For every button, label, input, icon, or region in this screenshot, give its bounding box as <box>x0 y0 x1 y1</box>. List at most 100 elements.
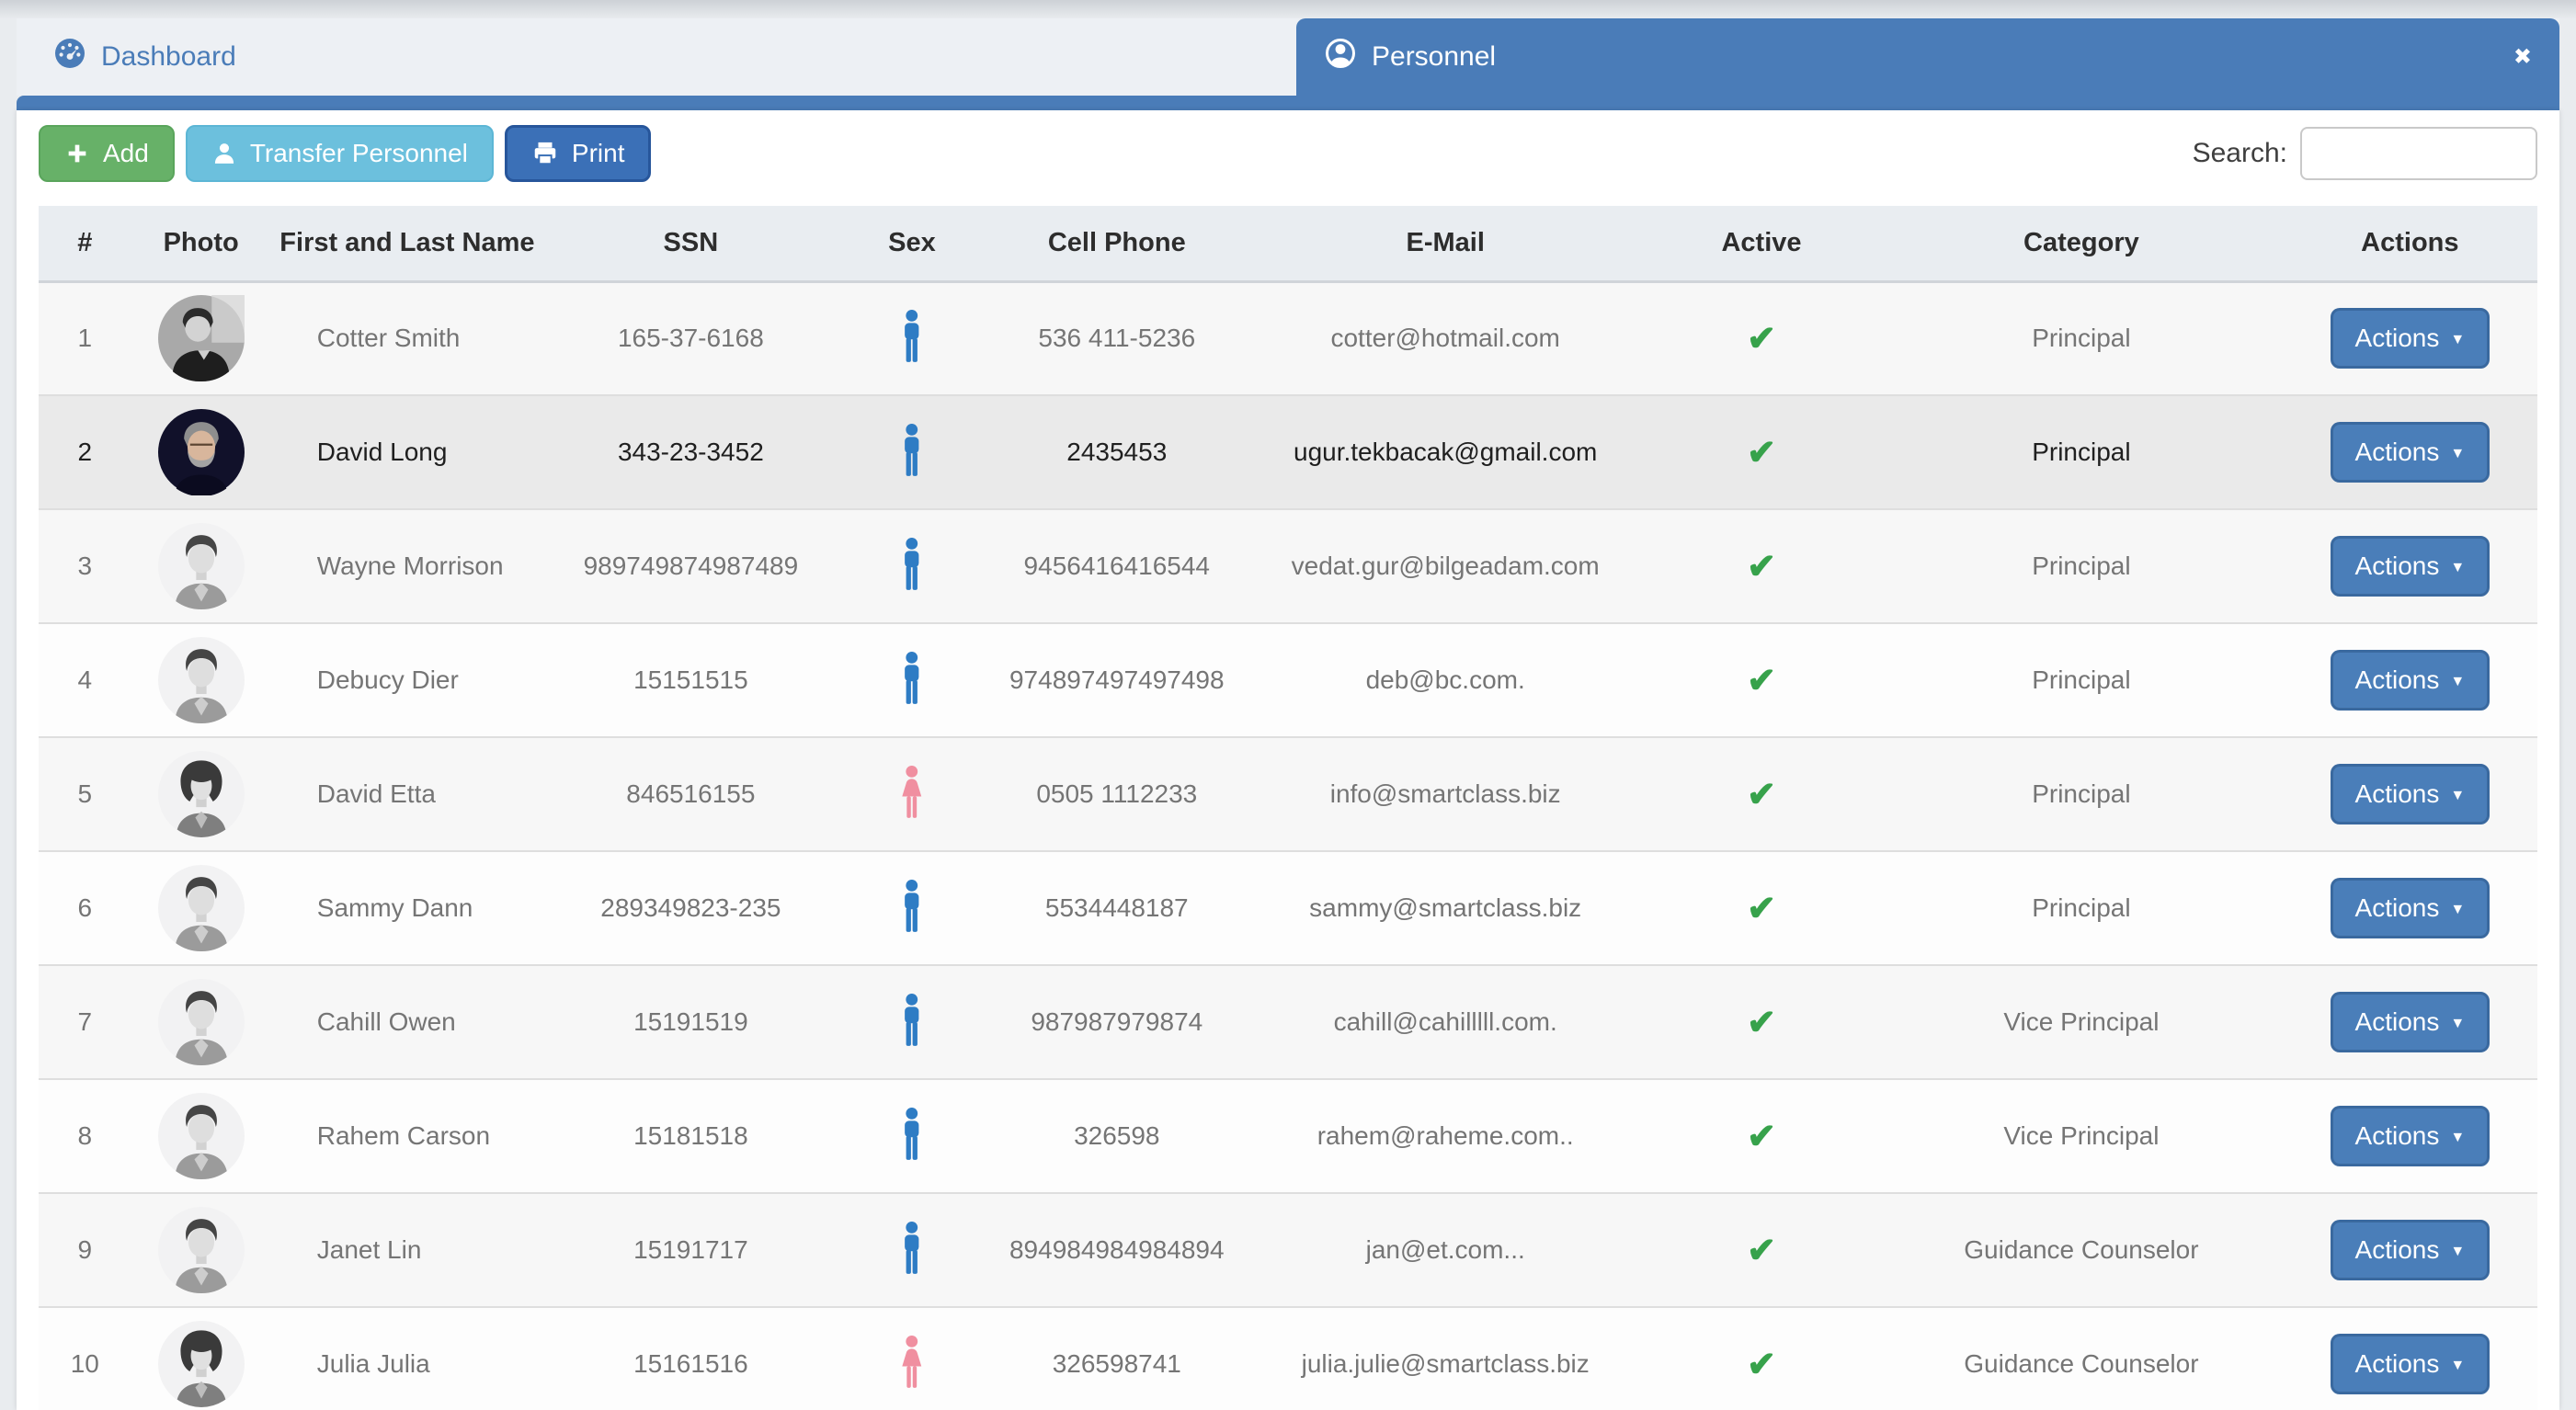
row-number: 1 <box>39 281 131 396</box>
caret-down-icon: ▼ <box>2450 1244 2466 1259</box>
cell-phone: 9456416416544 <box>986 509 1248 624</box>
cell-ssn: 289349823-235 <box>543 851 838 966</box>
cell-ssn: 15191519 <box>543 965 838 1080</box>
actions-button-label: Actions <box>2354 665 2440 694</box>
cell-category: Principal <box>1880 851 2283 966</box>
caret-down-icon: ▼ <box>2450 1130 2466 1145</box>
table-row: 8 <box>39 1079 2537 1194</box>
cell-email: sammy@smartclass.biz <box>1248 851 1643 966</box>
avatar <box>157 1093 245 1179</box>
actions-button[interactable]: Actions ▼ <box>2330 764 2491 824</box>
cell-name: Sammy Dann <box>270 851 544 966</box>
cell-category: Guidance Counselor <box>1880 1307 2283 1410</box>
cell-email: ugur.tekbacak@gmail.com <box>1248 395 1643 510</box>
actions-button-label: Actions <box>2354 551 2440 580</box>
cell-category: Principal <box>1880 395 2283 510</box>
cell-email: vedat.gur@bilgeadam.com <box>1248 509 1643 624</box>
cell-ssn: 15161516 <box>543 1307 838 1410</box>
actions-button[interactable]: Actions ▼ <box>2330 1220 2491 1280</box>
cell-phone: 2435453 <box>986 395 1248 510</box>
personnel-table: # Photo First and Last Name SSN Sex Cell… <box>39 206 2537 1410</box>
personnel-panel: Add Transfer Personnel Print S <box>17 110 2559 1410</box>
table-row: 9 <box>39 1193 2537 1308</box>
print-button[interactable]: Print <box>504 125 652 182</box>
active-check-icon: ✔ <box>1747 1345 1776 1384</box>
cell-ssn: 15181518 <box>543 1079 838 1194</box>
actions-button[interactable]: Actions ▼ <box>2330 878 2491 938</box>
active-check-icon: ✔ <box>1747 1231 1776 1270</box>
header-category: Category <box>1880 206 2283 283</box>
cell-phone: 326598 <box>986 1079 1248 1194</box>
sex-icon <box>838 1221 986 1279</box>
cell-phone: 326598741 <box>986 1307 1248 1410</box>
cell-name: Julia Julia <box>270 1307 544 1410</box>
actions-button[interactable]: Actions ▼ <box>2330 1106 2491 1166</box>
avatar <box>157 295 245 382</box>
avatar <box>157 1321 245 1407</box>
active-check-icon: ✔ <box>1747 661 1776 700</box>
caret-down-icon: ▼ <box>2450 674 2466 689</box>
tab-personnel[interactable]: Personnel ✖ <box>1296 18 2559 96</box>
tab-personnel-label: Personnel <box>1372 41 1497 72</box>
cell-category: Principal <box>1880 281 2283 396</box>
search-input[interactable] <box>2300 127 2537 180</box>
header-number: # <box>39 206 131 283</box>
header-phone: Cell Phone <box>986 206 1248 283</box>
caret-down-icon: ▼ <box>2450 1016 2466 1031</box>
actions-button[interactable]: Actions ▼ <box>2330 536 2491 597</box>
actions-button[interactable]: Actions ▼ <box>2330 650 2491 711</box>
cell-email: jan@et.com... <box>1248 1193 1643 1308</box>
cell-name: David Long <box>270 395 544 510</box>
actions-button[interactable]: Actions ▼ <box>2330 1334 2491 1394</box>
cell-phone: 987987979874 <box>986 965 1248 1080</box>
avatar <box>157 637 245 723</box>
cell-phone: 894984984984894 <box>986 1193 1248 1308</box>
cell-category: Vice Principal <box>1880 1079 2283 1194</box>
sex-icon <box>838 537 986 596</box>
cell-category: Principal <box>1880 509 2283 624</box>
user-icon <box>211 141 237 166</box>
actions-button[interactable]: Actions ▼ <box>2330 992 2491 1052</box>
actions-button-label: Actions <box>2354 1235 2440 1264</box>
cell-category: Vice Principal <box>1880 965 2283 1080</box>
add-button-label: Add <box>103 139 149 167</box>
actions-button[interactable]: Actions ▼ <box>2330 422 2491 483</box>
cell-name: Cotter Smith <box>270 281 544 396</box>
close-icon[interactable]: ✖ <box>2513 44 2532 70</box>
cell-category: Guidance Counselor <box>1880 1193 2283 1308</box>
add-button[interactable]: Add <box>39 125 175 182</box>
tab-dashboard-label: Dashboard <box>101 41 236 72</box>
header-sex: Sex <box>838 206 986 283</box>
cell-phone: 0505 1112233 <box>986 737 1248 852</box>
row-number: 3 <box>39 509 131 624</box>
table-row: 6 <box>39 851 2537 966</box>
cell-ssn: 343-23-3452 <box>543 395 838 510</box>
plus-icon <box>64 141 90 166</box>
row-number: 2 <box>39 395 131 510</box>
row-number: 9 <box>39 1193 131 1308</box>
transfer-personnel-button[interactable]: Transfer Personnel <box>185 125 494 182</box>
cell-name: Wayne Morrison <box>270 509 544 624</box>
row-number: 5 <box>39 737 131 852</box>
sex-icon <box>838 651 986 710</box>
active-check-icon: ✔ <box>1747 889 1776 928</box>
sex-icon <box>838 993 986 1052</box>
cell-email: cahill@cahilllll.com. <box>1248 965 1643 1080</box>
table-row: 2 <box>39 395 2537 510</box>
cell-category: Principal <box>1880 737 2283 852</box>
actions-button[interactable]: Actions ▼ <box>2330 308 2491 370</box>
cell-email: rahem@raheme.com.. <box>1248 1079 1643 1194</box>
cell-ssn: 15191717 <box>543 1193 838 1308</box>
avatar <box>157 979 245 1065</box>
table-row: 7 <box>39 965 2537 1080</box>
avatar <box>157 751 245 837</box>
sex-icon <box>838 765 986 824</box>
header-name: First and Last Name <box>270 206 544 283</box>
active-check-icon: ✔ <box>1747 1117 1776 1156</box>
caret-down-icon: ▼ <box>2450 332 2466 348</box>
row-number: 8 <box>39 1079 131 1194</box>
tab-dashboard[interactable]: Dashboard <box>37 18 253 96</box>
sex-icon <box>838 1335 986 1393</box>
active-tab-underline <box>17 96 2559 110</box>
table-header-row: # Photo First and Last Name SSN Sex Cell… <box>39 206 2537 283</box>
